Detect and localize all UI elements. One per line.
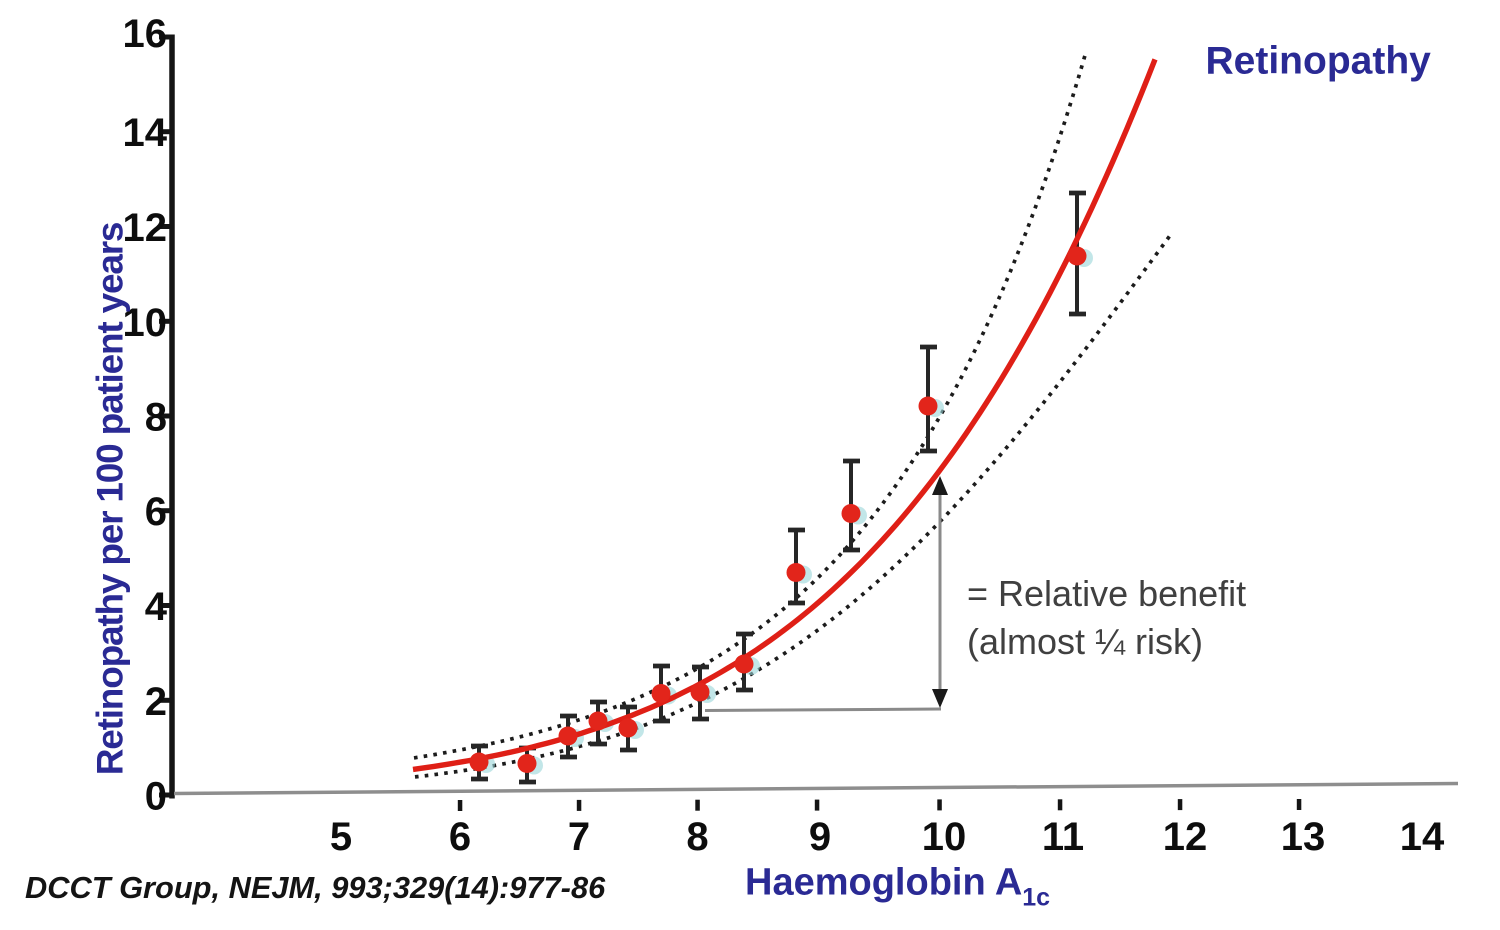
svg-text:= Relative benefit: = Relative benefit [967, 573, 1246, 614]
svg-text:10: 10 [123, 301, 168, 345]
svg-text:11: 11 [1042, 815, 1084, 859]
svg-text:14: 14 [123, 111, 168, 155]
svg-text:12: 12 [1163, 815, 1208, 859]
svg-text:2: 2 [145, 680, 167, 724]
svg-text:16: 16 [123, 12, 168, 56]
svg-text:6: 6 [145, 490, 167, 534]
svg-text:5: 5 [330, 815, 352, 859]
svg-text:10: 10 [922, 815, 967, 859]
svg-text:7: 7 [568, 815, 590, 859]
svg-text:0: 0 [145, 775, 167, 819]
svg-text:6: 6 [449, 815, 471, 859]
svg-text:4: 4 [145, 585, 168, 629]
svg-text:(almost ¼ risk): (almost ¼ risk) [967, 621, 1203, 662]
svg-text:12: 12 [123, 206, 168, 250]
svg-text:8: 8 [686, 815, 708, 859]
svg-text:Retinopathy: Retinopathy [1206, 40, 1432, 83]
svg-text:Retinopathy per 100 patient ye: Retinopathy per 100 patient years [90, 222, 131, 775]
svg-text:14: 14 [1400, 815, 1445, 859]
svg-text:Haemoglobin A1c: Haemoglobin A1c [745, 862, 1050, 912]
svg-text:9: 9 [809, 815, 831, 859]
svg-text:DCCT Group, NEJM, 993;329(14):: DCCT Group, NEJM, 993;329(14):977-86 [25, 870, 606, 905]
svg-text:13: 13 [1281, 815, 1326, 859]
svg-text:8: 8 [145, 396, 167, 440]
